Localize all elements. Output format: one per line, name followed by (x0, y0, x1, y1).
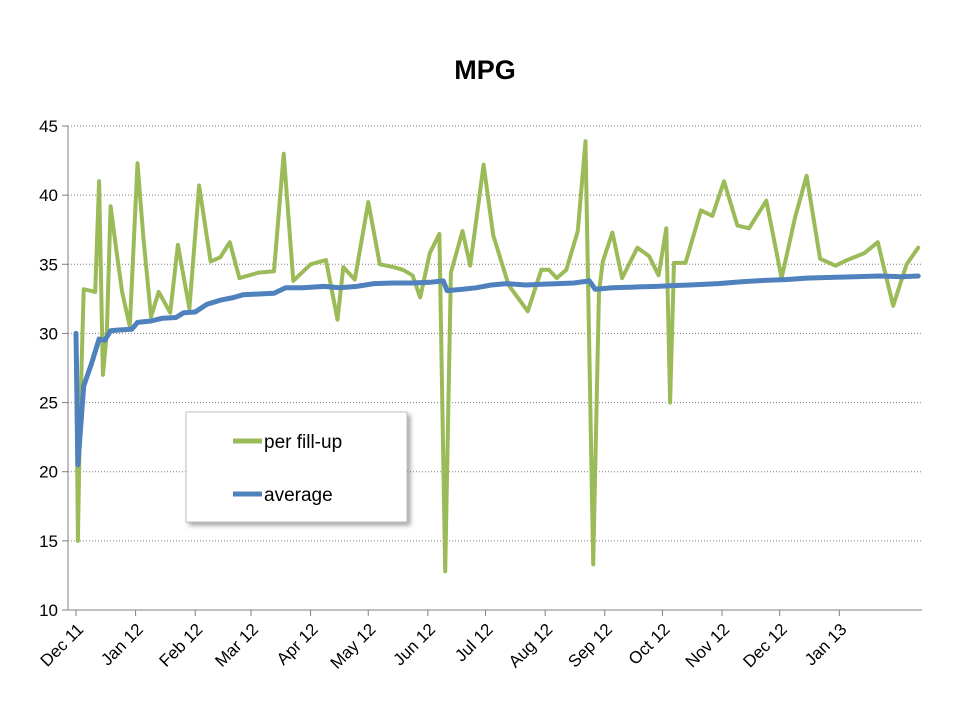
series-line-average (73, 273, 921, 468)
x-tick-label: Dec 11 (37, 620, 88, 671)
y-tick-label: 20 (39, 463, 58, 482)
x-tick-label: Aug 12 (505, 620, 557, 672)
x-tick-label: Apr 12 (273, 620, 322, 669)
x-tick-label: Oct 12 (625, 620, 674, 669)
x-tick-label: May 12 (327, 620, 380, 673)
y-axis-ticks: 10 15 20 25 30 35 40 45 (39, 117, 68, 620)
legend: per fill-up average (185, 411, 408, 523)
x-tick-label: Jul 12 (451, 620, 497, 666)
y-tick-label: 35 (39, 255, 58, 274)
x-axis-ticks: Dec 11 Jan 12 Feb 12 Mar 12 Apr 12 May 12 Jun … (37, 610, 851, 673)
y-tick-label: 45 (39, 117, 58, 136)
y-tick-label: 15 (39, 532, 58, 551)
y-tick-label: 30 (39, 324, 58, 343)
y-tick-label: 40 (39, 186, 58, 205)
legend-label-average: average (264, 485, 333, 506)
x-tick-label: Mar 12 (211, 620, 262, 671)
legend-label-per-fill-up: per fill-up (264, 432, 342, 453)
x-tick-label: Sep 12 (564, 620, 616, 672)
x-tick-label: Jan 13 (801, 620, 851, 670)
x-tick-label: Feb 12 (156, 620, 207, 671)
series-line-per-fill-up (74, 139, 921, 574)
y-tick-label: 10 (39, 601, 58, 620)
x-tick-label: Jan 12 (97, 620, 147, 670)
series-lines (73, 139, 921, 574)
y-tick-label: 25 (39, 394, 58, 413)
x-tick-label: Jun 12 (390, 620, 440, 670)
x-tick-label: Nov 12 (682, 620, 734, 672)
chart-title: MPG (454, 55, 516, 85)
x-tick-label: Dec 12 (739, 620, 791, 672)
legend-box (185, 411, 408, 523)
